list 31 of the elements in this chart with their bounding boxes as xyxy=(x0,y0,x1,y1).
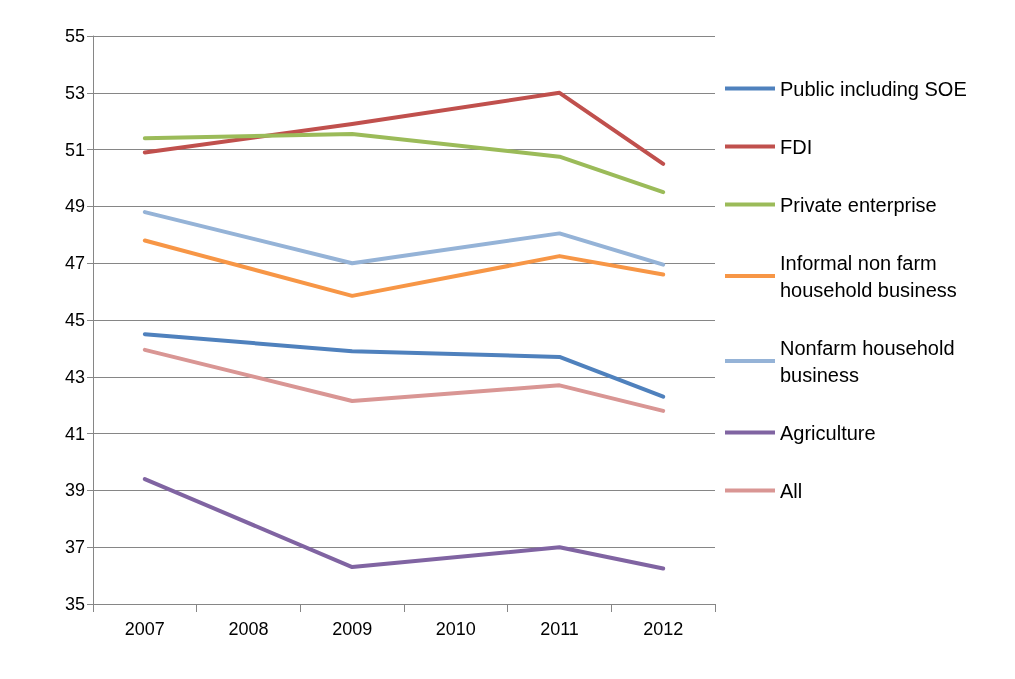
legend-label: FDI xyxy=(780,135,813,158)
legend-label: Informal non farm household business xyxy=(780,251,957,301)
x-tick-label: 2008 xyxy=(228,619,269,639)
y-tick-label: 45 xyxy=(64,310,85,330)
y-tick-label: 39 xyxy=(64,480,85,501)
y-tick-label: 55 xyxy=(64,26,85,46)
legend-label: Nonfarm household business xyxy=(780,336,961,386)
x-tick-label: 2011 xyxy=(540,619,579,639)
legend-label: Public including SOE xyxy=(780,77,967,100)
y-tick-label: 43 xyxy=(64,366,85,387)
y-tick-label: 49 xyxy=(64,196,85,217)
legend-label: Agriculture xyxy=(780,421,876,444)
y-tick-label: 37 xyxy=(64,537,85,558)
y-tick-label: 35 xyxy=(64,594,85,614)
y-tick-label: 41 xyxy=(64,423,85,444)
y-tick-label: 53 xyxy=(64,82,85,103)
line-series xyxy=(142,477,666,571)
y-tick-label: 51 xyxy=(64,139,85,160)
x-tick-label: 2012 xyxy=(643,619,684,639)
x-tick-label: 2009 xyxy=(332,619,373,639)
y-tick-label: 47 xyxy=(64,253,85,274)
legend-label: Private enterprise xyxy=(780,193,937,216)
line-series xyxy=(142,238,666,298)
line-series xyxy=(142,210,666,267)
x-tick-label: 2010 xyxy=(435,619,476,639)
x-tick-label: 2007 xyxy=(124,619,165,639)
line-series xyxy=(142,131,666,195)
line-series xyxy=(142,332,666,399)
legend-label: All xyxy=(780,479,803,502)
line-series xyxy=(142,347,666,413)
line-series xyxy=(142,90,666,166)
